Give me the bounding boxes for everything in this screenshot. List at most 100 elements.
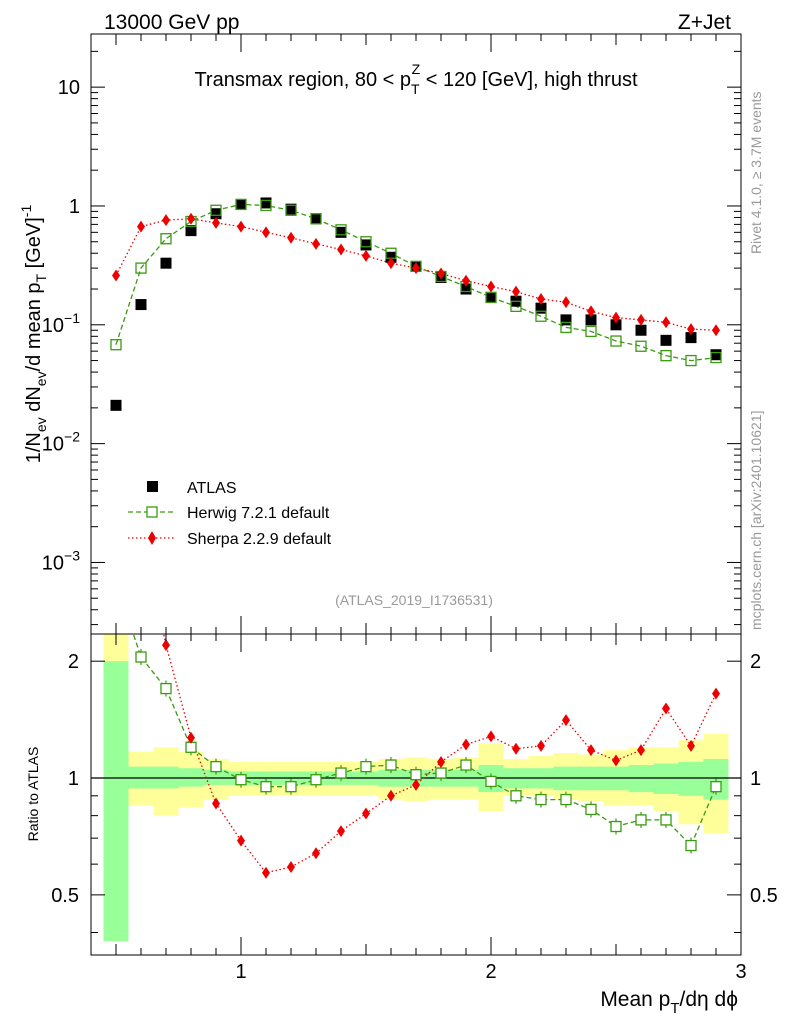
herwig-point-18 <box>560 321 572 334</box>
ratio-sherpa-point-23 <box>687 739 695 752</box>
legend-herwig-marker <box>146 506 158 518</box>
ratio-panel: 2 2 1 1 0.5 0.5 1 2 3 <box>51 353 778 983</box>
legend-sherpa-marker <box>148 531 156 545</box>
atlas-point-15 <box>485 291 497 303</box>
ratio-tick-label-right-2: 0.5 <box>750 885 778 907</box>
sherpa-point-18 <box>562 296 570 309</box>
atlas-point-6 <box>260 197 272 209</box>
ratio-sherpa-point-0 <box>112 353 120 365</box>
rivet-label: Rivet 4.1.0, ≥ 3.7M events <box>748 91 764 254</box>
atlas-point-4 <box>210 208 222 220</box>
herwig-point-8 <box>310 213 322 225</box>
atlas-point-14 <box>460 283 472 295</box>
y-tick-label-0: 10 <box>58 77 80 99</box>
ratio-sherpa-point-12 <box>412 778 420 791</box>
sherpa-point-0 <box>112 269 120 282</box>
atlas-point-24 <box>710 349 722 361</box>
ratio-sherpa-point-9 <box>337 825 345 838</box>
ratio-sherpa-point-2 <box>162 639 170 652</box>
sherpa-point-13 <box>437 267 445 280</box>
ratio-sherpa-point-5 <box>237 834 245 847</box>
sherpa-line <box>115 218 717 331</box>
y-tick-label-3: 10−2 <box>42 429 80 456</box>
sherpa-point-3 <box>187 212 195 225</box>
ratio-sherpa-point-24 <box>712 687 720 700</box>
y-tick-label-1: 1 <box>69 196 80 218</box>
ratio-sherpa-point-1 <box>137 518 145 530</box>
sherpa-point-14 <box>462 274 470 287</box>
atlas-point-1 <box>135 299 147 311</box>
ratio-herwig-point-12 <box>410 769 422 781</box>
herwig-point-22 <box>660 349 672 362</box>
atlas-point-10 <box>360 239 372 251</box>
mcplots-label: mcplots.cern.ch [arXiv:2401.10621] <box>748 411 764 630</box>
ratio-sherpa-point-10 <box>362 807 370 820</box>
sherpa-point-16 <box>512 285 520 298</box>
sherpa-point-17 <box>537 292 545 305</box>
sherpa-point-22 <box>662 316 670 329</box>
x-axis-label: Mean pT/dη dϕ <box>600 988 738 1017</box>
y-axis-label-ratio: Ratio to ATLAS <box>25 747 41 842</box>
sherpa-point-19 <box>587 305 595 318</box>
atlas-point-9 <box>335 226 347 238</box>
ratio-band-inner-4 <box>203 769 229 785</box>
herwig-point-21 <box>635 340 647 352</box>
ratio-herwig-point-21 <box>635 814 647 826</box>
ratio-sherpa-point-14 <box>462 738 470 751</box>
legend-atlas-marker <box>147 481 158 492</box>
ratio-herwig-point-4 <box>210 760 222 773</box>
y-tick-label-4: 10−3 <box>42 547 80 574</box>
sherpa-point-10 <box>362 249 370 262</box>
ratio-herwig-point-8 <box>310 774 322 786</box>
herwig-point-4 <box>210 204 222 216</box>
ratio-herwig-point-6 <box>260 781 272 793</box>
ratio-herwig-point-1 <box>135 651 147 663</box>
sherpa-point-7 <box>287 231 295 244</box>
ratio-sherpa-point-11 <box>387 789 395 802</box>
ratio-tick-label-left-2: 0.5 <box>51 885 79 907</box>
ratio-herwig-point-9 <box>335 767 347 779</box>
herwig-point-6 <box>260 199 272 212</box>
ratio-tick-label-right-0: 2 <box>750 651 761 673</box>
ratio-herwig-point-18 <box>560 793 572 806</box>
sherpa-point-8 <box>312 237 320 250</box>
ratio-herwig-point-10 <box>360 760 372 773</box>
ratio-sherpa-point-21 <box>637 744 645 757</box>
ratio-herwig-point-5 <box>235 774 247 786</box>
legend-herwig-label: Herwig 7.2.1 default <box>187 505 330 522</box>
herwig-point-24 <box>710 351 722 364</box>
ratio-sherpa-point-15 <box>487 730 495 743</box>
ratio-herwig-point-19 <box>585 803 597 816</box>
herwig-point-0 <box>110 339 122 351</box>
herwig-line <box>115 203 717 362</box>
ratio-herwig-point-13 <box>435 767 447 779</box>
ratio-herwig-point-24 <box>710 781 722 793</box>
atlas-point-20 <box>610 319 622 331</box>
sherpa-point-1 <box>137 220 145 233</box>
atlas-point-18 <box>560 314 572 326</box>
legend-item-sherpa: Sherpa 2.2.9 default <box>128 531 332 548</box>
sherpa-point-24 <box>712 324 720 337</box>
sherpa-point-4 <box>212 216 220 229</box>
ratio-herwig-point-11 <box>385 759 397 771</box>
ratio-herwig-point-14 <box>460 759 472 771</box>
sherpa-point-20 <box>612 311 620 324</box>
analysis-watermark: (ATLAS_2019_I1736531) <box>335 592 493 608</box>
x-tick-label-1: 2 <box>485 961 496 983</box>
ratio-herwig-point-7 <box>285 781 297 793</box>
ratio-herwig-point-0 <box>111 577 121 587</box>
atlas-point-3 <box>185 225 197 237</box>
herwig-point-2 <box>160 233 172 245</box>
sherpa-point-23 <box>687 323 695 336</box>
sherpa-point-5 <box>237 220 245 233</box>
sherpa-point-15 <box>487 280 495 293</box>
ratio-herwig-point-15 <box>485 775 497 788</box>
ratio-band-inner-0 <box>103 661 129 942</box>
ratio-band-inner-22 <box>653 763 679 794</box>
ratio-sherpa-point-13 <box>437 755 445 768</box>
atlas-point-2 <box>160 257 172 269</box>
atlas-point-23 <box>685 332 697 344</box>
energy-label: 13000 GeV pp <box>104 11 239 34</box>
herwig-point-20 <box>610 335 622 347</box>
legend-item-herwig: Herwig 7.2.1 default <box>128 505 330 522</box>
